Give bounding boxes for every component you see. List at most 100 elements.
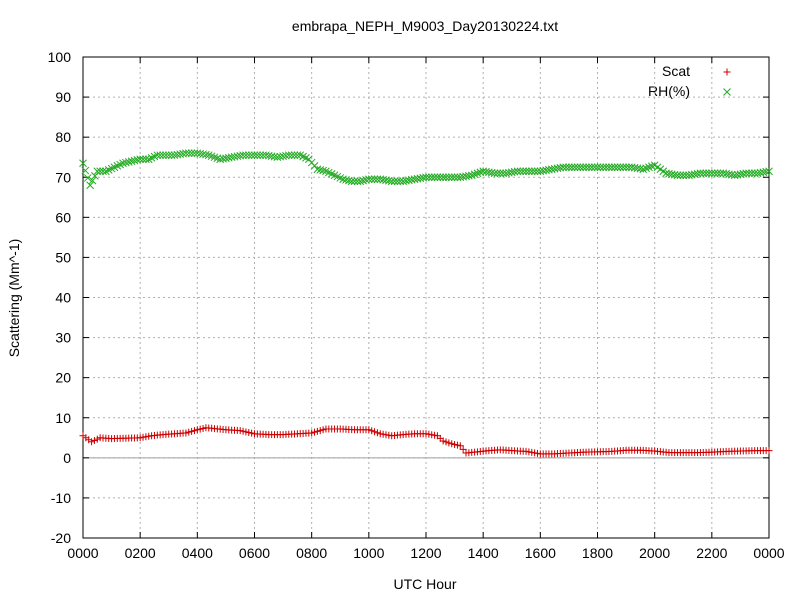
data-point [427, 173, 436, 182]
data-point [696, 169, 705, 178]
data-point [193, 426, 201, 434]
y-tick-label: 50 [55, 249, 71, 265]
data-point [287, 151, 296, 160]
data-point [582, 163, 590, 172]
data-point [196, 425, 204, 433]
data-point [587, 163, 596, 172]
data-point [433, 173, 442, 182]
data-point [190, 427, 198, 435]
data-point [527, 167, 536, 176]
y-tick-label: 80 [55, 129, 71, 145]
data-point [519, 167, 528, 176]
data-point [93, 435, 101, 443]
data-point [376, 430, 384, 438]
data-point [204, 151, 213, 160]
data-point [436, 173, 445, 182]
data-point [465, 171, 473, 180]
data-point [456, 442, 464, 450]
legend-marker-rh [723, 88, 731, 96]
data-point [445, 173, 453, 182]
data-point [182, 429, 190, 437]
data-point [244, 151, 253, 160]
data-point [316, 166, 325, 174]
grid-lines [83, 57, 769, 538]
data-point [127, 157, 136, 166]
legend-label-rh: RH(%) [648, 83, 690, 99]
x-tick-label: 1600 [525, 545, 556, 561]
y-tick-label: 70 [55, 169, 71, 185]
y-tick-label: 20 [55, 370, 71, 386]
series-rh [79, 149, 773, 190]
data-point [439, 173, 448, 182]
data-point [156, 151, 165, 160]
data-point [645, 163, 653, 172]
data-point [236, 427, 244, 435]
y-tick-label: -10 [51, 490, 71, 506]
data-point [610, 163, 619, 172]
data-point [119, 159, 127, 168]
data-point [713, 169, 722, 178]
data-point [576, 163, 585, 172]
data-point [762, 167, 770, 176]
data-point [242, 151, 250, 160]
data-point [705, 169, 713, 178]
y-tick-label: -20 [51, 530, 71, 546]
x-tick-label: 0000 [67, 545, 98, 561]
data-point [570, 163, 579, 172]
data-point [467, 171, 476, 180]
data-point [93, 167, 102, 176]
y-tick-label: 10 [55, 410, 71, 426]
data-point [679, 171, 688, 180]
data-point [81, 166, 90, 175]
data-point [765, 447, 773, 455]
x-tick-label: 2000 [639, 545, 670, 561]
data-point [187, 149, 196, 158]
data-point [311, 428, 319, 436]
data-point [579, 163, 588, 172]
data-point [442, 438, 450, 446]
data-point [313, 427, 321, 435]
data-point [562, 163, 570, 172]
data-point [79, 159, 87, 168]
data-point [445, 439, 453, 447]
data-point [765, 167, 773, 176]
data-point [619, 163, 628, 172]
data-point [248, 429, 256, 437]
data-point [422, 430, 430, 438]
data-point [596, 163, 605, 172]
data-point [99, 167, 107, 176]
data-point [124, 158, 133, 166]
y-tick-label: 90 [55, 89, 71, 105]
data-point [350, 177, 359, 186]
data-point [339, 175, 347, 184]
y-tick-label: 40 [55, 290, 71, 306]
data-point [142, 433, 150, 441]
data-point [622, 163, 630, 172]
data-point [245, 429, 253, 437]
data-point [359, 176, 367, 185]
data-point [184, 149, 193, 158]
data-point [428, 431, 436, 439]
data-point [83, 174, 92, 182]
data-point [513, 167, 522, 176]
data-point [710, 169, 719, 178]
data-point [356, 177, 365, 186]
x-tick-label: 0000 [753, 545, 784, 561]
data-point [573, 163, 582, 172]
data-point [453, 441, 461, 449]
data-point [122, 158, 130, 167]
data-point [431, 431, 439, 439]
data-point [185, 428, 193, 436]
data-point [153, 151, 162, 160]
data-point [590, 163, 599, 172]
data-point [202, 150, 210, 159]
data-point [490, 169, 499, 178]
y-tick-label: 100 [48, 49, 72, 65]
data-point [522, 167, 530, 176]
data-point [702, 169, 710, 178]
x-tick-label: 0600 [239, 545, 270, 561]
data-point [747, 169, 756, 178]
data-point [451, 440, 459, 448]
x-tick-label: 2200 [696, 545, 727, 561]
